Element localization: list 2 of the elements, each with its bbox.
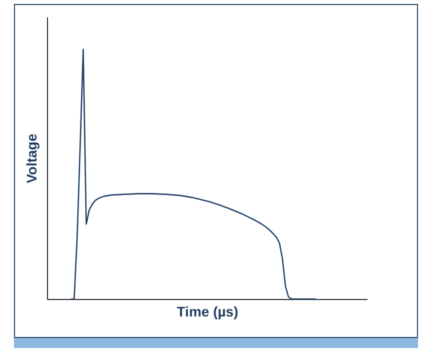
x-axis-title: Time (µs) [176, 304, 238, 320]
y-axis-title: Voltage [24, 134, 40, 184]
